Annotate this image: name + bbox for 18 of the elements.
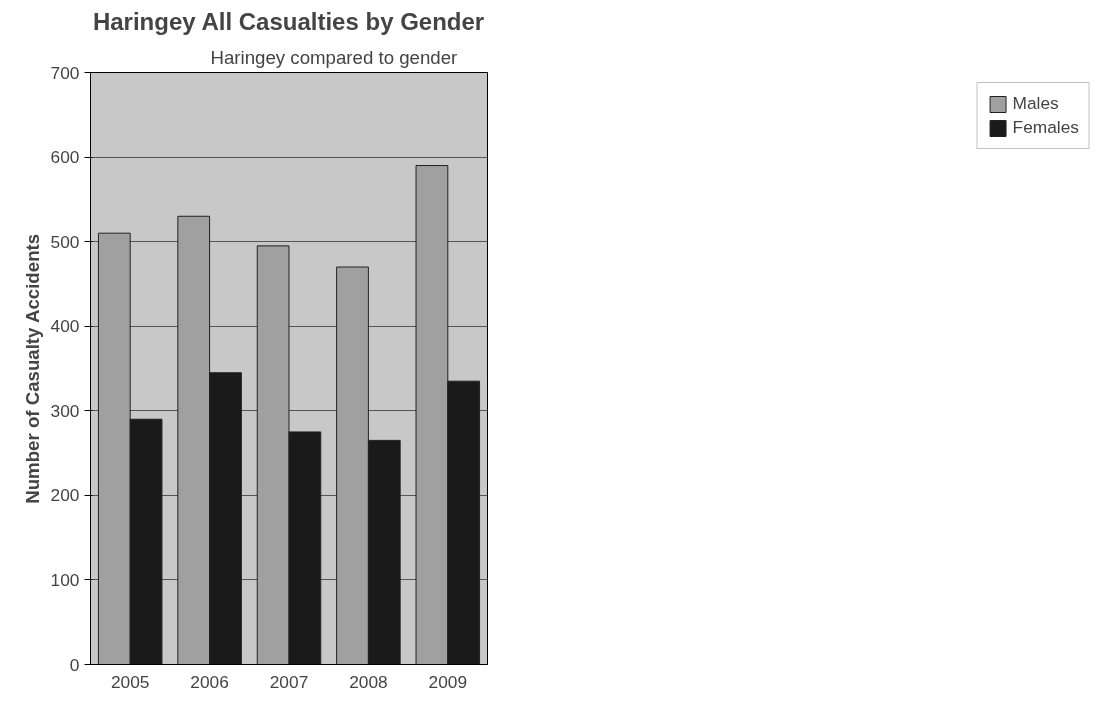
x-tick-label: 2007: [269, 671, 309, 692]
y-tick-label: 600: [50, 147, 80, 168]
chart-title: Haringey All Casualties by Gender: [92, 7, 485, 35]
y-tick-label: 100: [50, 569, 80, 590]
x-tick-label: 2005: [110, 671, 150, 692]
y-tick-label: 700: [50, 62, 80, 83]
y-tick-label: 200: [50, 485, 80, 506]
y-axis-title: Number of Casualty Accidents: [21, 233, 43, 504]
x-tick-label: 2008: [349, 671, 388, 692]
legend-label: Males: [1012, 93, 1059, 114]
x-tick-label: 2006: [190, 671, 229, 692]
y-tick-label: 0: [69, 654, 80, 675]
y-tick-label: 300: [50, 400, 80, 421]
legend-label: Females: [1012, 117, 1079, 138]
text: Haringey compared to gender: [210, 46, 458, 68]
x-tick-label: 2009: [428, 671, 468, 692]
y-tick-label: 500: [50, 231, 80, 252]
y-tick-label: 400: [50, 316, 80, 337]
